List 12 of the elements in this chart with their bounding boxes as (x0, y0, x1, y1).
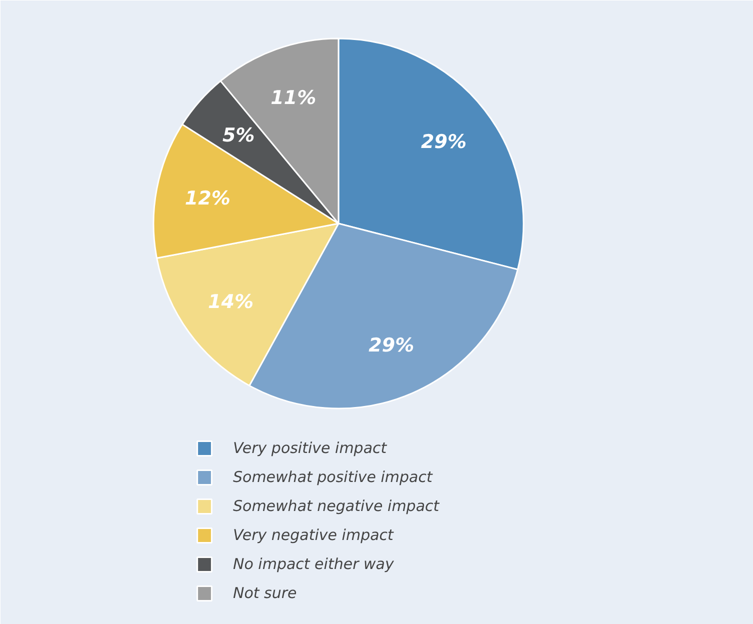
data-label: 12% (184, 188, 230, 210)
data-label: 5% (222, 124, 255, 146)
data-label: 11% (270, 87, 316, 110)
legend-label: Somewhat negative impact (233, 497, 440, 515)
legend-label: Very negative impact (233, 526, 394, 544)
legend-label: Not sure (233, 584, 297, 602)
data-label: 14% (208, 290, 254, 313)
data-label: 29% (368, 334, 414, 357)
legend-label: Somewhat positive impact (233, 468, 432, 486)
legend-label: No impact either way (233, 555, 394, 573)
legend-label: Very positive impact (233, 439, 387, 457)
data-label: 29% (421, 130, 466, 153)
